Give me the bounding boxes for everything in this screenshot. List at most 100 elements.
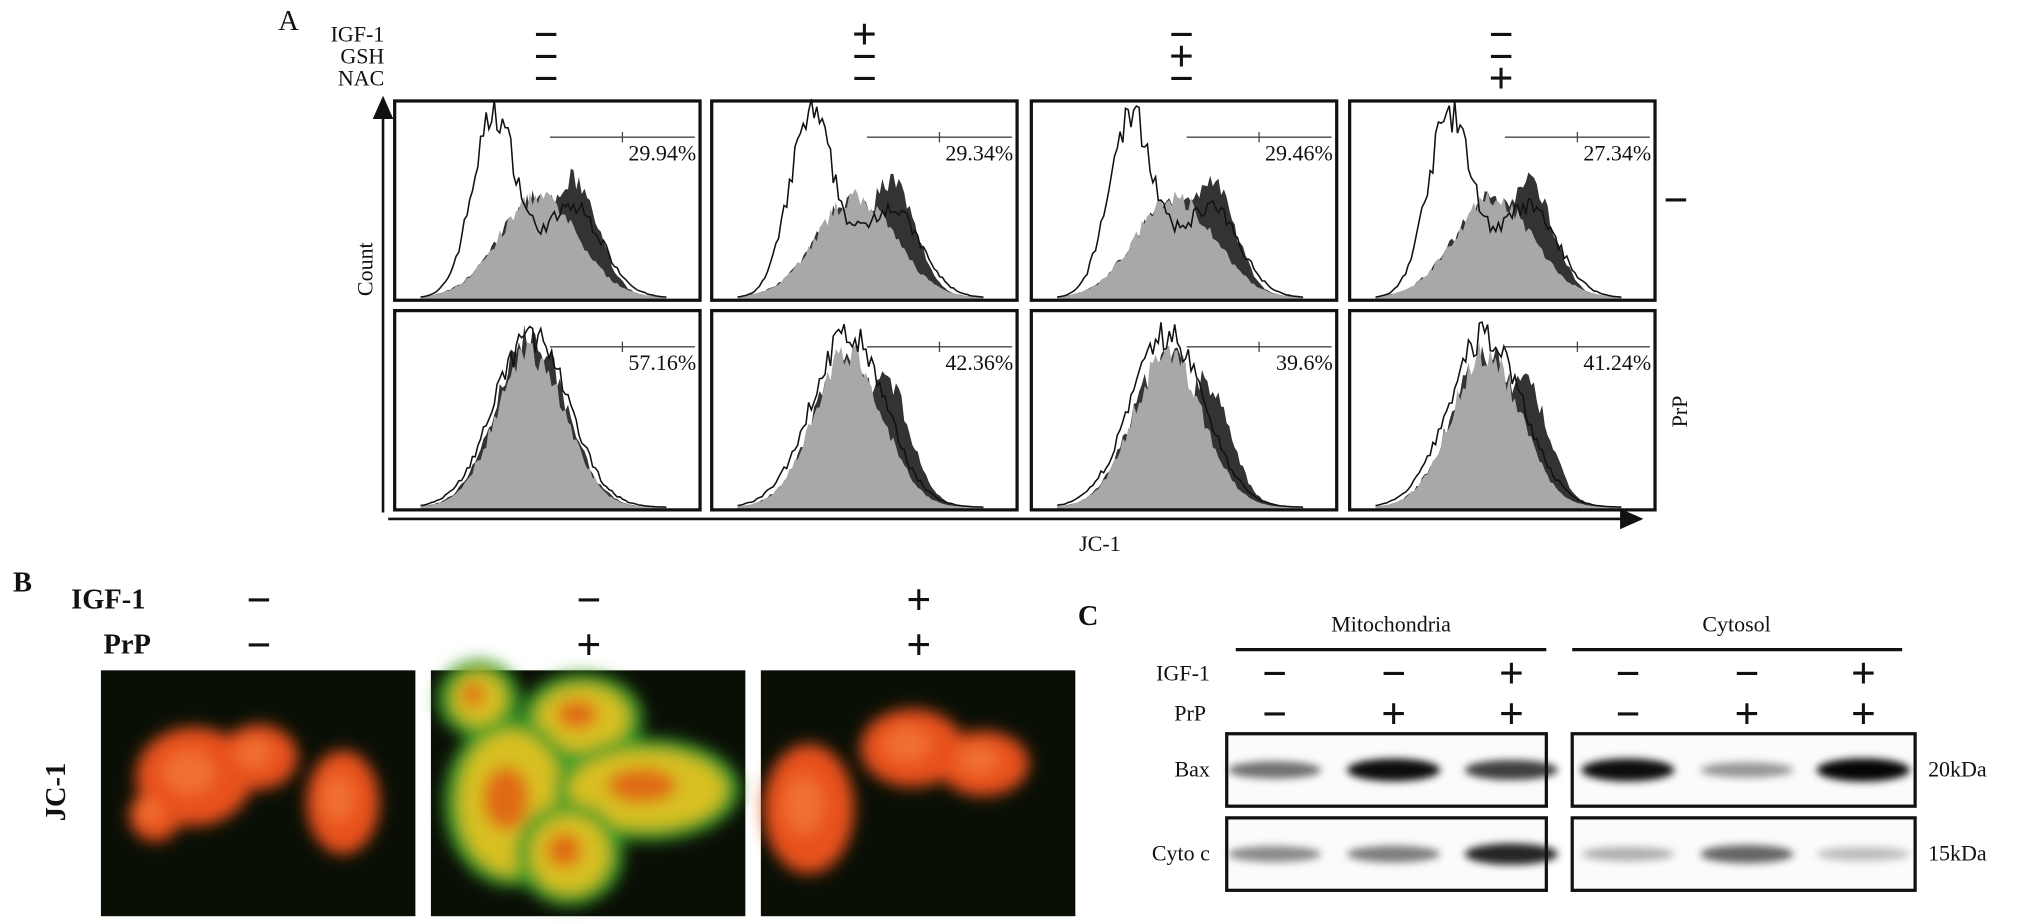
percentage: 29.34% — [945, 140, 1013, 165]
sign: − — [534, 10, 559, 59]
y-axis-label: JC-1 — [41, 763, 72, 821]
condition-label: PrP — [1174, 701, 1206, 726]
histogram-box — [710, 308, 1019, 512]
blot — [1225, 732, 1558, 808]
sign: − — [1381, 649, 1406, 698]
blot-frame — [1570, 816, 1917, 892]
row-label: PrP — [1667, 396, 1692, 428]
percentage: 57.16% — [628, 350, 696, 375]
histogram — [1348, 99, 1657, 302]
condition-label: GSH — [340, 43, 384, 68]
gray-area — [1375, 342, 1622, 510]
outline — [420, 325, 667, 508]
outline — [1375, 321, 1622, 508]
histogram — [1029, 99, 1339, 302]
sign: − — [1615, 689, 1640, 738]
band — [1347, 845, 1441, 863]
sign: + — [1734, 689, 1759, 738]
cell-core — [883, 726, 931, 762]
sign: + — [1499, 649, 1524, 698]
blot — [1570, 732, 1917, 808]
cell-core — [606, 768, 677, 803]
outline — [737, 323, 984, 508]
condition-label: NAC — [338, 65, 384, 90]
percentage: 27.34% — [1583, 140, 1651, 165]
group-label: Cytosol — [1702, 611, 1770, 636]
row-label: Cyto c — [1152, 840, 1210, 865]
histogram — [393, 308, 702, 512]
percentage: 41.24% — [1583, 350, 1651, 375]
sign: − — [1489, 10, 1514, 59]
band — [1581, 758, 1675, 782]
cells — [437, 659, 741, 906]
histogram-box — [1029, 308, 1339, 512]
sign: + — [1851, 689, 1876, 738]
condition-label: IGF-1 — [331, 21, 385, 46]
bands — [1581, 845, 1910, 864]
gray-area — [420, 342, 667, 510]
sign: − — [246, 575, 271, 624]
percentage: 29.46% — [1265, 140, 1333, 165]
histogram-box — [393, 308, 702, 512]
cell-core — [556, 699, 598, 729]
outline — [420, 99, 667, 298]
condition-label: PrP — [104, 630, 151, 661]
blot — [1225, 816, 1558, 892]
sign: − — [1489, 32, 1514, 81]
blot — [1570, 816, 1917, 892]
band — [1228, 761, 1322, 779]
sign: − — [1615, 649, 1640, 698]
cell-core — [236, 738, 272, 768]
band — [1700, 762, 1794, 778]
histogram — [710, 308, 1019, 512]
histogram — [710, 98, 1019, 302]
percentage: 39.6% — [1276, 350, 1333, 375]
sign: − — [1169, 10, 1194, 59]
gray-area — [1057, 191, 1304, 301]
histogram-box — [393, 99, 702, 302]
outline — [1375, 100, 1622, 298]
cell-core — [783, 775, 824, 835]
band — [1816, 758, 1910, 782]
sign: − — [852, 54, 877, 103]
cell-core — [461, 683, 486, 707]
band — [1816, 847, 1910, 861]
percentage: 42.36% — [945, 350, 1013, 375]
band — [1228, 845, 1322, 863]
sign: + — [1381, 689, 1406, 738]
histogram — [393, 99, 702, 302]
sign: − — [852, 32, 877, 81]
sign: − — [534, 54, 559, 103]
cell-core — [138, 799, 162, 824]
sign: + — [1169, 32, 1194, 81]
sign: + — [852, 10, 877, 59]
histogram — [1348, 308, 1657, 512]
condition-label: IGF-1 — [71, 584, 145, 615]
band — [1347, 758, 1441, 782]
histogram-box — [1348, 99, 1657, 302]
row-label: − — [1663, 176, 1688, 225]
gray-area — [420, 191, 667, 301]
sign: − — [1262, 649, 1287, 698]
gray-area — [1057, 345, 1304, 510]
cell-core — [321, 775, 355, 822]
size-label: 20kDa — [1928, 756, 1987, 781]
cell-core — [482, 766, 530, 831]
row-label: Bax — [1174, 756, 1209, 781]
cell-core — [957, 745, 999, 775]
cell-core — [546, 832, 582, 868]
panel-label: B — [13, 567, 32, 598]
bands — [1581, 758, 1910, 782]
band — [1464, 843, 1558, 865]
band — [1700, 845, 1794, 864]
panel-label: A — [278, 6, 299, 37]
histogram-box — [710, 99, 1019, 302]
sign: − — [246, 621, 271, 670]
cells — [763, 709, 1029, 874]
sign: + — [1489, 54, 1514, 103]
sign: − — [1169, 54, 1194, 103]
outline — [1057, 322, 1304, 508]
blot-frame — [1225, 732, 1548, 808]
blot-frame — [1570, 732, 1917, 808]
